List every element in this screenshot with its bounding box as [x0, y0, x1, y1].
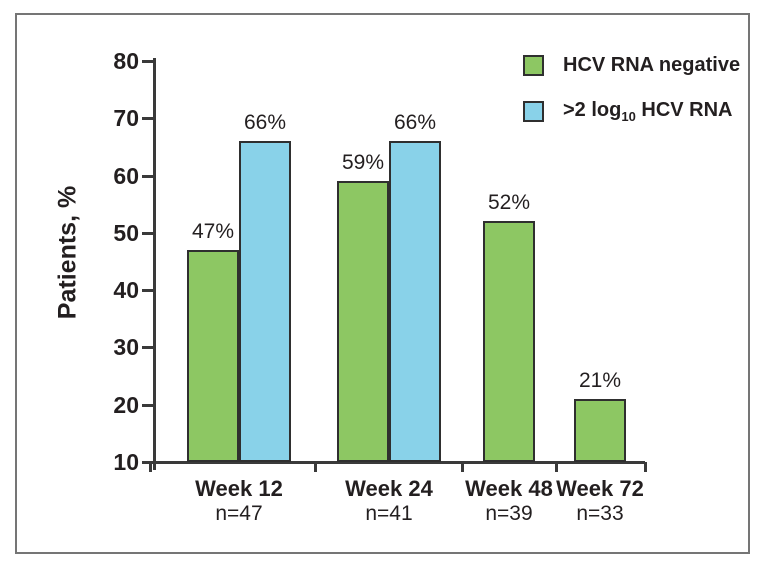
y-tick-label-40: 40 — [113, 277, 139, 304]
bar-value-week-24-2-log10-hcv-rna: 66% — [393, 111, 437, 135]
x-category-week-72: Week 72 — [556, 476, 644, 501]
y-tick-50 — [142, 231, 154, 235]
x-tick-0 — [149, 462, 152, 472]
y-tick-40 — [142, 289, 154, 293]
y-tick-label-10: 10 — [113, 449, 139, 475]
bar-value-week-24-hcv-rna-negative: 59% — [341, 151, 385, 175]
x-axis-line — [150, 461, 645, 464]
x-category-week-48: Week 48 — [465, 476, 553, 501]
y-tick-label-70: 70 — [113, 105, 139, 132]
legend-label-text: >2 log — [563, 99, 622, 121]
legend-label-hcv-rna-negative: HCV RNA negative — [563, 54, 740, 77]
legend-item-hcv-rna-negative: HCV RNA negative — [523, 54, 740, 77]
y-tick-70 — [142, 117, 154, 121]
legend-label-text: HCV RNA negative — [563, 54, 741, 76]
bar-value-week-12-hcv-rna-negative: 47% — [191, 220, 235, 244]
x-category-week-24: Week 24 — [345, 476, 433, 501]
y-tick-20 — [142, 403, 154, 407]
y-tick-10 — [142, 461, 154, 464]
legend-swatch-2-log10-hcv-rna — [523, 101, 544, 122]
bar-value-week-72-hcv-rna-negative: 21% — [578, 368, 622, 392]
bar-value-week-48-hcv-rna-negative: 52% — [487, 191, 531, 215]
y-axis-title: Patients, % — [53, 185, 82, 320]
x-tick-3 — [555, 462, 558, 472]
legend-swatch-hcv-rna-negative — [523, 55, 544, 76]
y-tick-80 — [142, 60, 154, 63]
y-tick-label-60: 60 — [113, 162, 139, 189]
bar-week-12-hcv-rna-negative — [187, 250, 239, 462]
y-tick-30 — [142, 346, 154, 350]
x-tick-4 — [644, 462, 647, 472]
bar-week-12-2-log10-hcv-rna — [239, 141, 291, 462]
x-tick-2 — [461, 462, 464, 472]
y-tick-label-80: 80 — [113, 48, 139, 74]
y-axis-line — [153, 58, 156, 470]
bar-week-72-hcv-rna-negative — [574, 398, 626, 462]
x-category-n-week-12: n=47 — [215, 502, 263, 525]
x-category-week-12: Week 12 — [195, 476, 283, 501]
y-tick-label-30: 30 — [113, 334, 139, 361]
y-tick-60 — [142, 174, 154, 178]
legend-label-text: HCV RNA — [635, 99, 733, 121]
legend-label-subscript: 10 — [621, 109, 636, 124]
y-tick-label-50: 50 — [113, 219, 139, 246]
bar-value-week-12-2-log10-hcv-rna: 66% — [243, 111, 287, 135]
x-category-n-week-48: n=39 — [485, 502, 533, 525]
x-category-n-week-72: n=33 — [576, 502, 624, 525]
x-category-n-week-24: n=41 — [365, 502, 413, 525]
bar-week-24-2-log10-hcv-rna — [389, 141, 441, 462]
x-tick-1 — [314, 462, 317, 472]
legend-label-2-log10-hcv-rna: >2 log10 HCV RNA — [563, 99, 733, 124]
legend-item-2-log10-hcv-rna: >2 log10 HCV RNA — [523, 99, 733, 124]
bar-week-24-hcv-rna-negative — [337, 181, 389, 462]
y-tick-label-20: 20 — [113, 391, 139, 418]
bar-week-48-hcv-rna-negative — [483, 221, 535, 462]
